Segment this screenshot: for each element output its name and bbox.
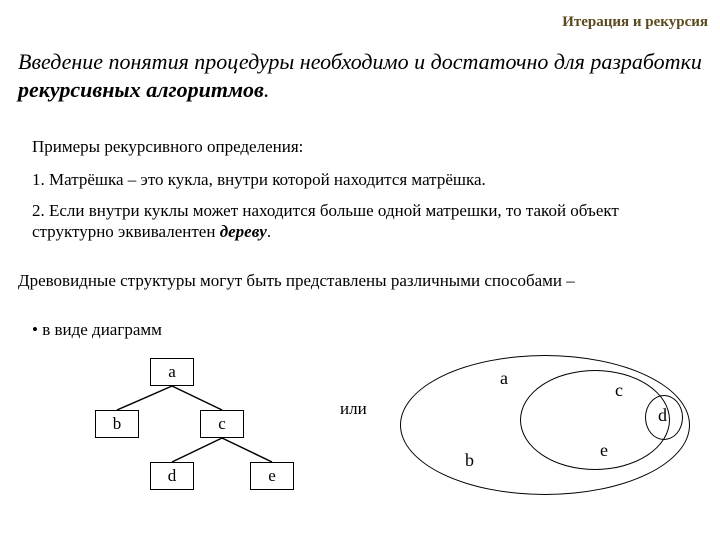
li1-num: 1. [32, 170, 45, 189]
tree-node-b: b [95, 410, 139, 438]
or-label: или [340, 400, 370, 419]
title-period: . [264, 77, 270, 102]
title-pre: Введение понятия процедуры необходимо и … [18, 49, 702, 74]
tree-node-c: c [200, 410, 244, 438]
header-right: Итерация и рекурсия [562, 14, 708, 31]
page-title: Введение понятия процедуры необходимо и … [18, 48, 702, 103]
nest-label-a: a [500, 368, 508, 389]
list-item-1: 1. Матрёшка – это кукла, внутри которой … [32, 170, 700, 190]
li2-period: . [267, 222, 271, 241]
bullet-diagrams: • в виде диаграмм [32, 320, 162, 340]
tree-node-e: e [250, 462, 294, 490]
nest-label-b: b [465, 450, 474, 471]
tree-node-a: a [150, 358, 194, 386]
li1-text: Матрёшка – это кукла, внутри которой нах… [49, 170, 486, 189]
nest-label-e: e [600, 440, 608, 461]
nest-label-d: d [658, 405, 667, 426]
diagram-area: a b c d e или a b c d e [0, 350, 720, 530]
list-item-2: 2. Если внутри куклы может находится бол… [32, 200, 700, 243]
li2-num: 2. [32, 201, 45, 220]
subtitle: Примеры рекурсивного определения: [32, 137, 303, 157]
nested-ovals-diagram: a b c d e [400, 350, 700, 500]
paragraph-tree-struct: Древовидные структуры могут быть предста… [18, 270, 700, 291]
li2-tree-word: дереву [220, 222, 267, 241]
tree-node-d: d [150, 462, 194, 490]
li2-text-pre: Если внутри куклы может находится больше… [32, 201, 619, 241]
title-bold: рекурсивных алгоритмов [18, 77, 264, 102]
nest-label-c: c [615, 380, 623, 401]
